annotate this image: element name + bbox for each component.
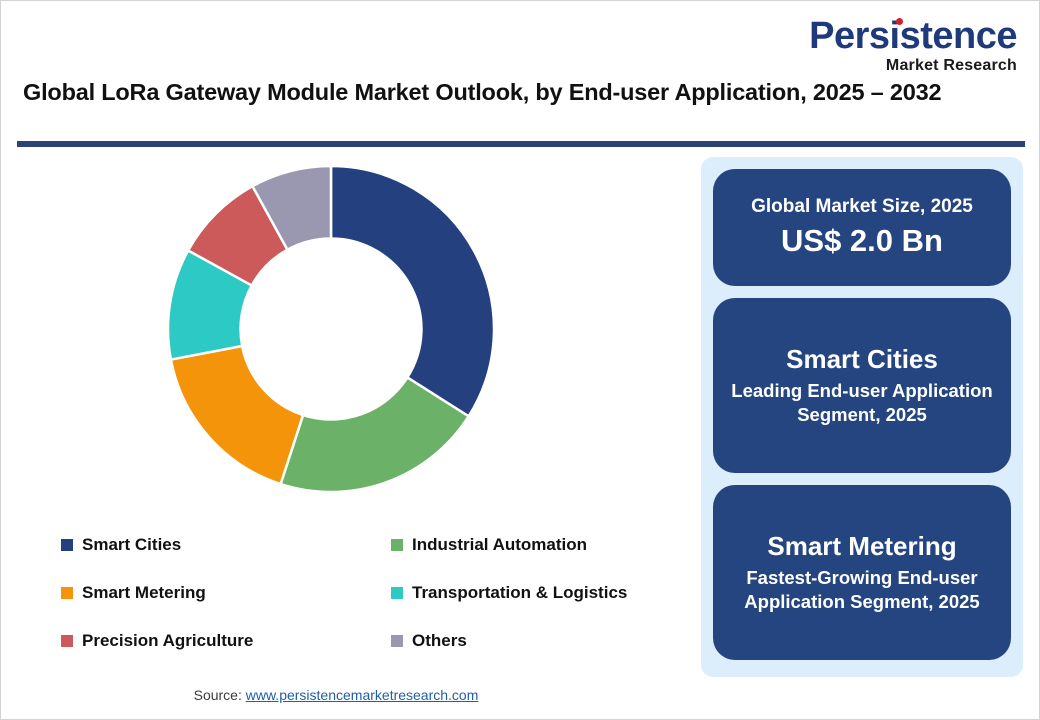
legend-swatch-icon <box>391 587 403 599</box>
chart-area <box>17 151 687 531</box>
legend-item-label: Precision Agriculture <box>82 631 254 650</box>
legend-item: Precision Agriculture <box>61 631 391 651</box>
fastest-growing-segment-description: Fastest-Growing End-user Application Seg… <box>744 566 980 613</box>
legend-item-label: Industrial Automation <box>412 535 588 554</box>
market-size-label: Global Market Size, 2025 <box>751 195 973 217</box>
donut-chart-svg <box>166 164 496 494</box>
leading-segment-name: Smart Cities <box>786 343 938 374</box>
chart-legend: Smart Cities Industrial Automation Smart M… <box>61 521 681 665</box>
donut-chart <box>166 164 496 494</box>
market-size-value: US$ 2.0 Bn <box>781 222 943 258</box>
source-prefix: Source: <box>193 687 246 703</box>
legend-item: Transportation & Logistics <box>391 583 681 603</box>
legend-item-label: Others <box>412 631 467 650</box>
title-divider <box>17 141 1025 147</box>
brand-logo-wordmark: Persistence <box>809 17 1017 55</box>
legend-swatch-icon <box>391 539 403 551</box>
donut-slice <box>279 375 471 494</box>
legend-swatch-icon <box>61 539 73 551</box>
donut-slice <box>169 344 305 486</box>
market-size-card: Global Market Size, 2025 US$ 2.0 Bn <box>713 169 1011 286</box>
legend-item: Smart Metering <box>61 583 391 603</box>
source-link[interactable]: www.persistencemarketresearch.com <box>245 687 479 703</box>
legend-item-label: Smart Metering <box>82 583 206 602</box>
fastest-growing-segment-name: Smart Metering <box>767 530 957 561</box>
fastest-growing-segment-card: Smart Metering Fastest-Growing End-user … <box>713 485 1011 660</box>
legend-swatch-icon <box>391 635 403 647</box>
legend-swatch-icon <box>61 635 73 647</box>
page-title: Global LoRa Gateway Module Market Outloo… <box>23 79 942 105</box>
legend-item: Industrial Automation <box>391 535 681 555</box>
brand-logo: Persistence Market Research <box>767 17 1017 74</box>
source-footer: Source: www.persistencemarketresearch.co… <box>1 687 671 703</box>
brand-logo-tagline: Market Research <box>885 57 1017 74</box>
legend-item: Others <box>391 631 681 651</box>
leading-segment-description: Leading End-user Application Segment, 20… <box>731 379 993 426</box>
legend-item: Smart Cities <box>61 535 391 555</box>
donut-slice <box>250 164 333 252</box>
legend-item-label: Smart Cities <box>82 535 182 554</box>
brand-logo-name: Persistence <box>809 15 1017 57</box>
legend-swatch-icon <box>61 587 73 599</box>
legend-item-label: Transportation & Logistics <box>412 583 628 602</box>
highlights-panel: Global Market Size, 2025 US$ 2.0 Bn Smar… <box>701 157 1023 677</box>
leading-segment-card: Smart Cities Leading End-user Applicatio… <box>713 298 1011 473</box>
brand-logo-dot-icon <box>896 18 904 25</box>
donut-slice <box>329 164 496 419</box>
donut-slice-group <box>166 164 496 494</box>
